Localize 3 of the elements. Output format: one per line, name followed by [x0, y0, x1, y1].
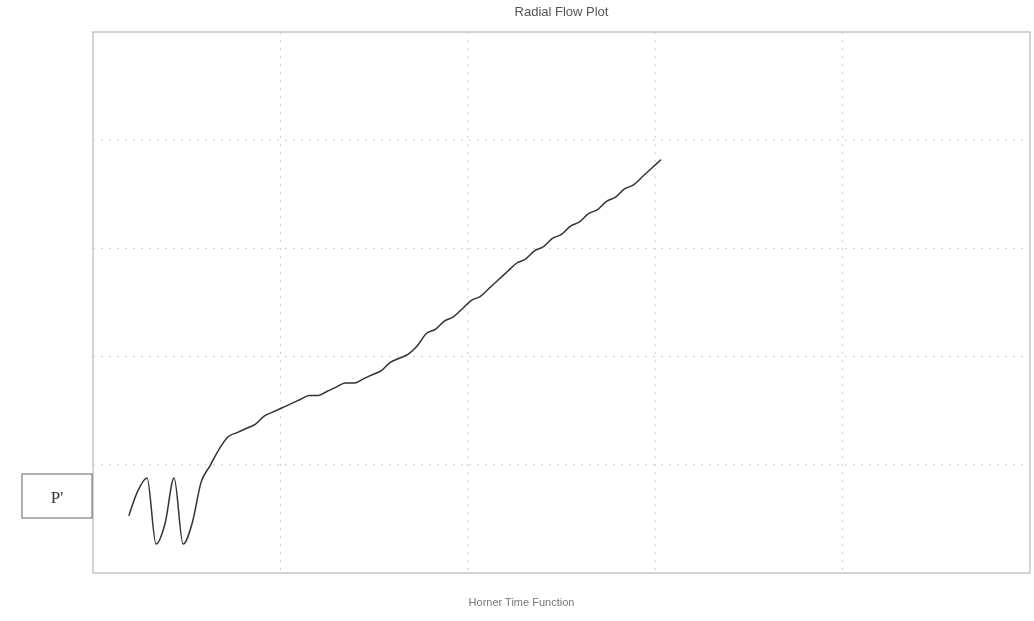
chart-title: Radial Flow Plot	[514, 4, 609, 19]
x-axis-title: Horner Time Function	[468, 596, 575, 608]
text: P'	[50, 488, 64, 507]
